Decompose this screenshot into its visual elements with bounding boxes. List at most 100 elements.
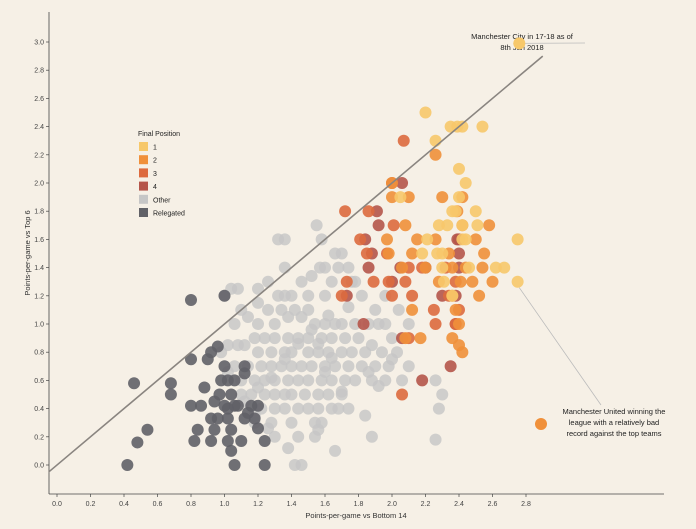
point-1 bbox=[469, 205, 482, 218]
data-points bbox=[121, 106, 524, 471]
point-relegated bbox=[211, 412, 224, 425]
point-other bbox=[262, 275, 275, 288]
point-1 bbox=[432, 219, 445, 232]
point-other bbox=[315, 233, 328, 246]
legend-swatch-other bbox=[139, 194, 148, 204]
point-other bbox=[432, 402, 445, 415]
point-other bbox=[325, 351, 338, 364]
y-tick-label: 2.0 bbox=[34, 181, 44, 188]
point-other bbox=[335, 385, 348, 398]
point-other bbox=[319, 365, 331, 378]
point-other bbox=[325, 374, 338, 387]
point-1 bbox=[511, 275, 524, 288]
point-other bbox=[292, 430, 305, 443]
point-other bbox=[359, 409, 372, 422]
point-1 bbox=[489, 261, 502, 274]
point-2 bbox=[486, 275, 499, 288]
point-other bbox=[241, 310, 254, 323]
point-2 bbox=[469, 233, 482, 246]
point-other bbox=[382, 360, 395, 373]
point-other bbox=[282, 374, 295, 387]
point-other bbox=[231, 339, 244, 352]
point-other bbox=[228, 318, 241, 330]
point-other bbox=[312, 346, 325, 359]
point-other bbox=[342, 301, 355, 314]
point-other bbox=[292, 337, 305, 350]
point-1 bbox=[441, 219, 454, 232]
point-relegated bbox=[188, 435, 201, 448]
point-other bbox=[386, 332, 398, 345]
x-tick-label: 2.6 bbox=[488, 501, 498, 508]
point-other bbox=[335, 346, 348, 359]
point-other bbox=[265, 360, 278, 373]
point-other bbox=[268, 402, 281, 415]
point-relegated bbox=[238, 367, 251, 380]
point-2 bbox=[483, 219, 496, 232]
point-other bbox=[436, 388, 449, 401]
point-1 bbox=[394, 191, 407, 204]
point-relegated bbox=[221, 435, 234, 448]
point-4 bbox=[396, 177, 409, 189]
point-2 bbox=[446, 261, 459, 274]
legend-label-3: 3 bbox=[153, 171, 157, 178]
x-tick-label: 1.2 bbox=[253, 501, 263, 508]
point-1 bbox=[453, 191, 465, 204]
point-other bbox=[352, 332, 365, 345]
point-relegated bbox=[258, 435, 271, 448]
x-tick-label: 1.4 bbox=[287, 501, 297, 508]
point-other bbox=[342, 261, 355, 274]
point-1 bbox=[421, 233, 434, 246]
point-relegated bbox=[121, 459, 134, 471]
point-1 bbox=[446, 289, 459, 302]
point-2 bbox=[406, 247, 419, 260]
point-other bbox=[252, 282, 264, 295]
point-1 bbox=[437, 275, 450, 288]
point-1 bbox=[431, 247, 444, 260]
x-tick-label: 0.6 bbox=[153, 501, 163, 508]
y-tick-label: 0.8 bbox=[34, 350, 44, 357]
point-other bbox=[375, 346, 388, 359]
point-3 bbox=[335, 289, 348, 302]
x-tick-label: 0.8 bbox=[186, 501, 196, 508]
point-2 bbox=[453, 318, 465, 330]
point-1 bbox=[456, 219, 469, 232]
legend-title: Final Position bbox=[138, 131, 180, 138]
point-3 bbox=[387, 219, 400, 232]
legend-swatch-relegated bbox=[139, 208, 148, 217]
y-tick-label: 1.2 bbox=[34, 293, 44, 300]
point-other bbox=[362, 365, 375, 378]
point-relegated bbox=[211, 340, 224, 353]
point-other bbox=[369, 303, 382, 316]
annotation-united-leader bbox=[518, 287, 602, 406]
annotation-united-line-1: Manchester United winning the bbox=[563, 407, 666, 416]
point-1 bbox=[498, 261, 511, 274]
point-1 bbox=[453, 162, 465, 175]
point-other bbox=[285, 416, 298, 429]
point-other bbox=[325, 332, 338, 345]
point-relegated bbox=[228, 459, 241, 471]
point-3 bbox=[382, 275, 395, 288]
point-2 bbox=[419, 261, 432, 274]
point-4 bbox=[444, 360, 457, 373]
point-4 bbox=[357, 318, 370, 330]
y-axis-label: Points-per-game vs Top 6 bbox=[23, 210, 32, 295]
point-other bbox=[312, 423, 325, 436]
point-other bbox=[302, 374, 315, 387]
point-1 bbox=[463, 261, 476, 274]
point-other bbox=[268, 318, 281, 330]
point-3 bbox=[367, 275, 380, 288]
point-relegated bbox=[241, 406, 254, 419]
point-other bbox=[349, 374, 362, 387]
point-relegated bbox=[235, 435, 248, 448]
annotation-united-marker bbox=[535, 418, 547, 430]
point-2 bbox=[380, 233, 393, 246]
point-3 bbox=[396, 388, 409, 401]
point-relegated bbox=[205, 435, 218, 448]
annotation-city-line-1: Manchester City in 17-18 as of bbox=[471, 32, 574, 41]
legend-label-1: 1 bbox=[153, 145, 157, 152]
point-relegated bbox=[208, 423, 221, 436]
x-tick-label: 2.0 bbox=[387, 501, 397, 508]
point-relegated bbox=[198, 381, 211, 394]
point-2 bbox=[386, 191, 398, 204]
point-3 bbox=[362, 205, 375, 218]
